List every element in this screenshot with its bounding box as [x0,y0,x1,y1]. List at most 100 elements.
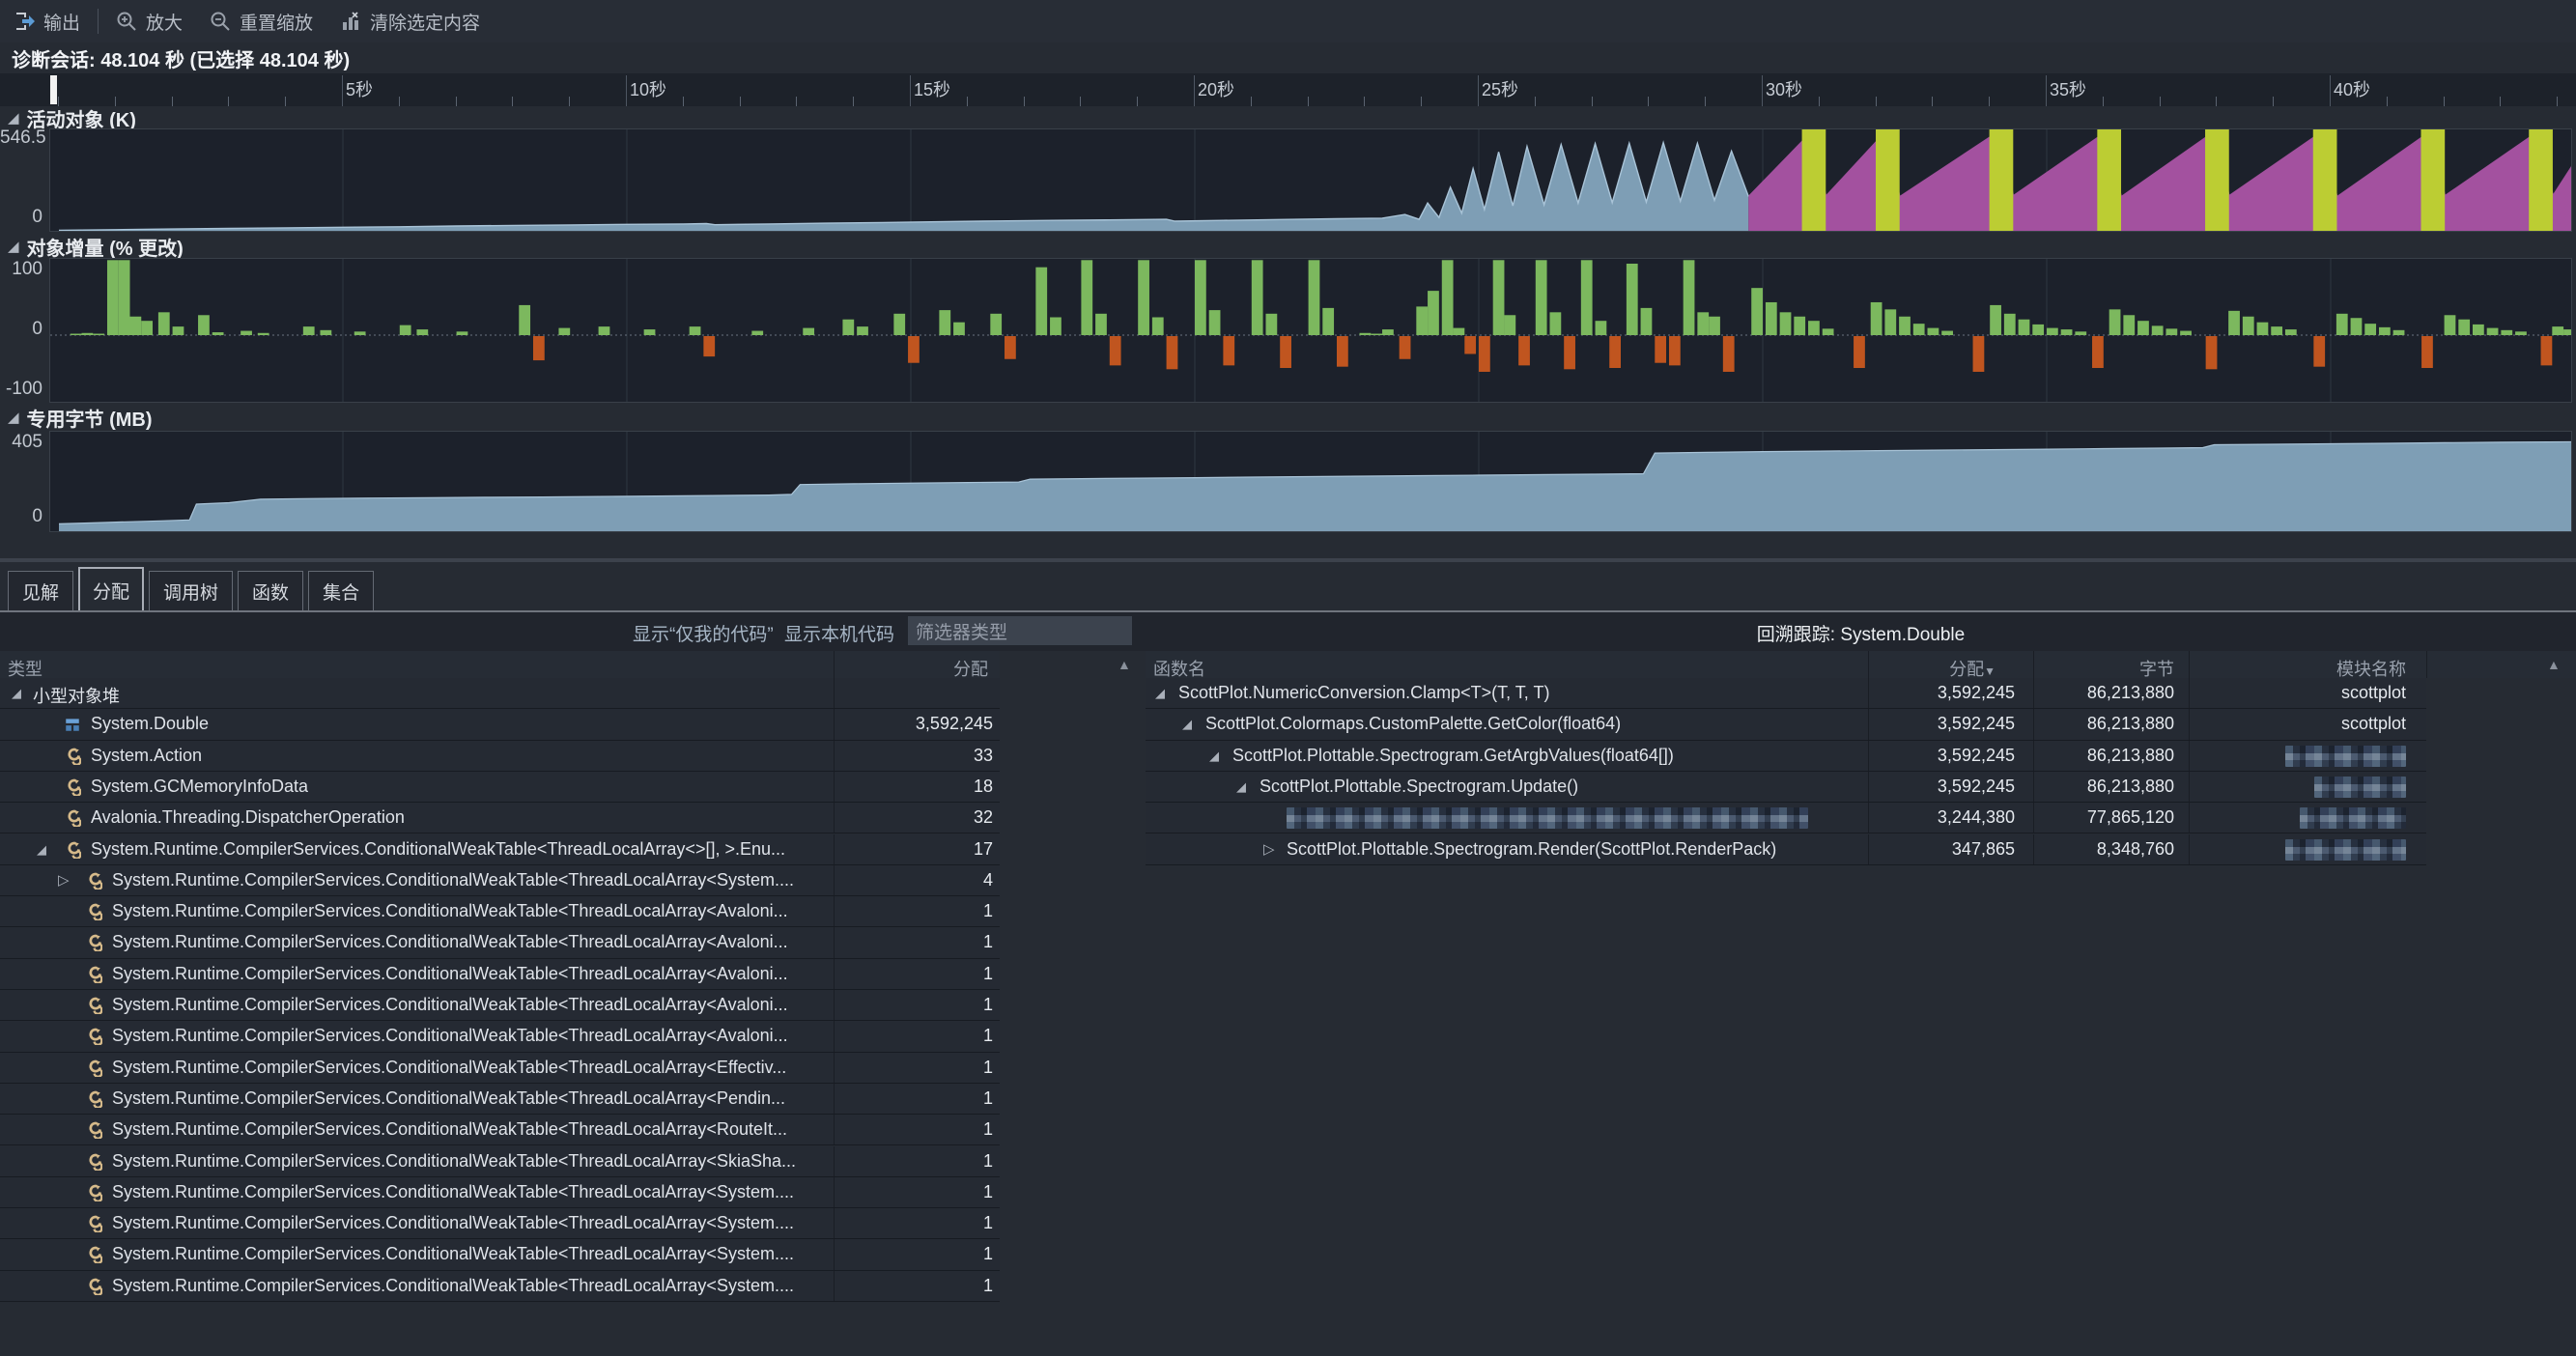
type-row[interactable]: ▷ System.Runtime.CompilerServices.Conditi… [0,864,1000,897]
type-row[interactable]: System.Runtime.CompilerServices.Conditio… [0,1021,1000,1053]
scrollbar-up-arrow[interactable]: ▲ [2547,657,2561,672]
tab-5[interactable]: 集合 [308,571,375,612]
ruler-minor-tick [1421,97,1423,106]
type-name: System.Runtime.CompilerServices.Conditio… [112,1275,794,1295]
backtrace-row[interactable]: ◢ ScottPlot.Plottable.Spectrogram.GetArgb… [1146,740,2426,772]
timeline-ruler[interactable]: 5秒 10秒 15秒 20秒 25秒 30秒 35秒 40秒 [0,73,2576,107]
type-row[interactable]: System.Runtime.CompilerServices.Conditio… [0,1052,1000,1084]
backtrace-row[interactable]: ▷ ScottPlot.Plottable.Spectrogram.Render(… [1146,833,2426,865]
ruler-minor-tick [512,97,514,106]
bytes-column-header[interactable]: 字节 [2139,660,2174,679]
ruler-minor-tick [2273,97,2275,106]
type-row[interactable]: System.Runtime.CompilerServices.Conditio… [0,1115,1000,1146]
reset-zoom-button[interactable]: 重置缩放 [196,0,326,42]
alloc-count: 3,592,245 [1937,776,2015,796]
type-row[interactable]: System.Runtime.CompilerServices.Conditio… [0,1145,1000,1177]
type-row[interactable]: System.Runtime.CompilerServices.Conditio… [0,958,1000,990]
alloc-column-header[interactable]: 分配▼ [1949,660,1996,679]
delta-positive-bar [320,329,332,335]
class-type-icon [85,1246,102,1264]
expander-expanded-icon[interactable]: ◢ [1236,778,1246,794]
type-row[interactable]: System.Double 3,592,245 [0,709,1000,741]
backtrace-row[interactable]: ◢ ScottPlot.Colormaps.CustomPalette.GetCo… [1146,709,2426,741]
expander-collapsed-icon[interactable]: ▷ [1263,840,1275,858]
ruler-label: 15秒 [914,80,951,99]
alloc-count: 3,244,380 [1937,807,2015,828]
tab-strip-border [0,610,2576,612]
module-column-header[interactable]: 模块名称 [2336,660,2406,679]
delta-positive-bar [990,313,1003,335]
delta-positive-bar [1549,312,1562,335]
ruler-minor-tick [2443,97,2445,106]
byte-count: 77,865,120 [2086,807,2174,828]
clear-selection-button[interactable]: 清除选定内容 [326,0,494,42]
section-header-live-objects[interactable]: ◢ 活动对象 (K) [0,106,2576,131]
section-header-private-bytes[interactable]: ◢ 专用字节 (MB) [0,406,2576,431]
filter-type-input[interactable]: 筛选器类型 [908,616,1132,645]
delta-positive-bar [1095,313,1107,335]
ruler-minor-tick [1250,97,1252,106]
backtrace-row[interactable]: ◢ ScottPlot.NumericConversion.Clamp<T>(T,… [1146,678,2426,710]
expander-expanded-icon[interactable]: ◢ [37,841,46,857]
type-row[interactable]: System.Runtime.CompilerServices.Conditio… [0,1083,1000,1116]
function-column-header[interactable]: 函数名 [1153,660,1205,679]
type-column-header[interactable]: 类型 [8,660,42,679]
live-objects-chart[interactable] [49,128,2572,232]
type-row[interactable]: System.Runtime.CompilerServices.Conditio… [0,990,1000,1022]
just-my-code-toggle[interactable]: 显示“仅我的代码” [633,625,774,645]
tab-2[interactable]: 分配 [78,567,145,612]
splitter[interactable] [0,558,2576,562]
native-code-toggle[interactable]: 显示本机代码 [784,625,895,645]
type-row[interactable]: System.Runtime.CompilerServices.Conditio… [0,1176,1000,1209]
type-name: System.Runtime.CompilerServices.Conditio… [112,1026,788,1046]
expander-expanded-icon[interactable]: ◢ [1155,686,1165,700]
type-row[interactable]: ◢ System.Runtime.CompilerServices.Conditi… [0,833,1000,865]
delta-negative-bar [532,336,545,361]
backtrace-row[interactable]: ◢ ScottPlot.Plottable.Spectrogram.Update(… [1146,771,2426,804]
expander-expanded-icon[interactable]: ◢ [1182,717,1192,732]
output-button[interactable]: 输出 [0,0,94,42]
type-row[interactable]: System.Action 33 [0,740,1000,772]
clear-selection-chart-icon [340,11,361,32]
delta-positive-bar [939,310,951,335]
type-row[interactable]: System.Runtime.CompilerServices.Conditio… [0,1208,1000,1240]
tab-3[interactable]: 调用树 [149,571,234,612]
delta-positive-bar [1751,288,1763,335]
delta-positive-bar [1683,260,1695,335]
expander-collapsed-icon[interactable]: ▷ [58,871,70,889]
module-name: scottplot [2340,714,2406,734]
tab-4[interactable]: 函数 [238,571,304,612]
delta-positive-bar [2378,326,2391,335]
scrollbar-up-arrow[interactable]: ▲ [1118,657,1131,672]
delta-positive-bar [2364,324,2377,335]
types-grid-header: 类型 分配 [0,651,1000,679]
private-bytes-area [59,441,2571,531]
type-row[interactable]: System.Runtime.CompilerServices.Conditio… [0,1239,1000,1271]
alloc-column-header[interactable]: 分配 [953,660,988,679]
delta-positive-bar [1899,316,1911,335]
ruler-major-tick [1478,75,1479,106]
section-header-object-delta[interactable]: ◢ 对象增量 (% 更改) [0,235,2576,260]
ruler-minor-tick [569,97,571,106]
object-delta-chart[interactable] [49,258,2572,403]
type-row[interactable]: System.Runtime.CompilerServices.Conditio… [0,896,1000,928]
zoom-in-icon [116,11,137,32]
type-row[interactable]: ◢ 小型对象堆 [0,678,1000,710]
backtrace-row[interactable]: 3,244,380 77,865,120 [1146,803,2426,834]
type-row[interactable]: System.GCMemoryInfoData 18 [0,771,1000,804]
expander-expanded-icon[interactable]: ◢ [1209,748,1219,763]
type-row[interactable]: System.Runtime.CompilerServices.Conditio… [0,927,1000,959]
tab-1[interactable]: 见解 [8,571,74,612]
alloc-count: 1 [982,1213,993,1233]
snapshot-marker-bar [2420,129,2446,231]
timeline-start-marker[interactable] [50,75,57,104]
delta-positive-bar [1912,324,1925,335]
expander-expanded-icon[interactable]: ◢ [12,686,21,700]
zoom-in-button[interactable]: 放大 [102,0,196,42]
private-bytes-chart[interactable] [49,431,2572,532]
type-row[interactable]: System.Runtime.CompilerServices.Conditio… [0,1270,1000,1302]
delta-positive-bar [1035,267,1048,335]
delta-positive-bar [416,329,429,335]
type-row[interactable]: Avalonia.Threading.DispatcherOperation 32 [0,803,1000,834]
alloc-count: 32 [973,807,993,828]
